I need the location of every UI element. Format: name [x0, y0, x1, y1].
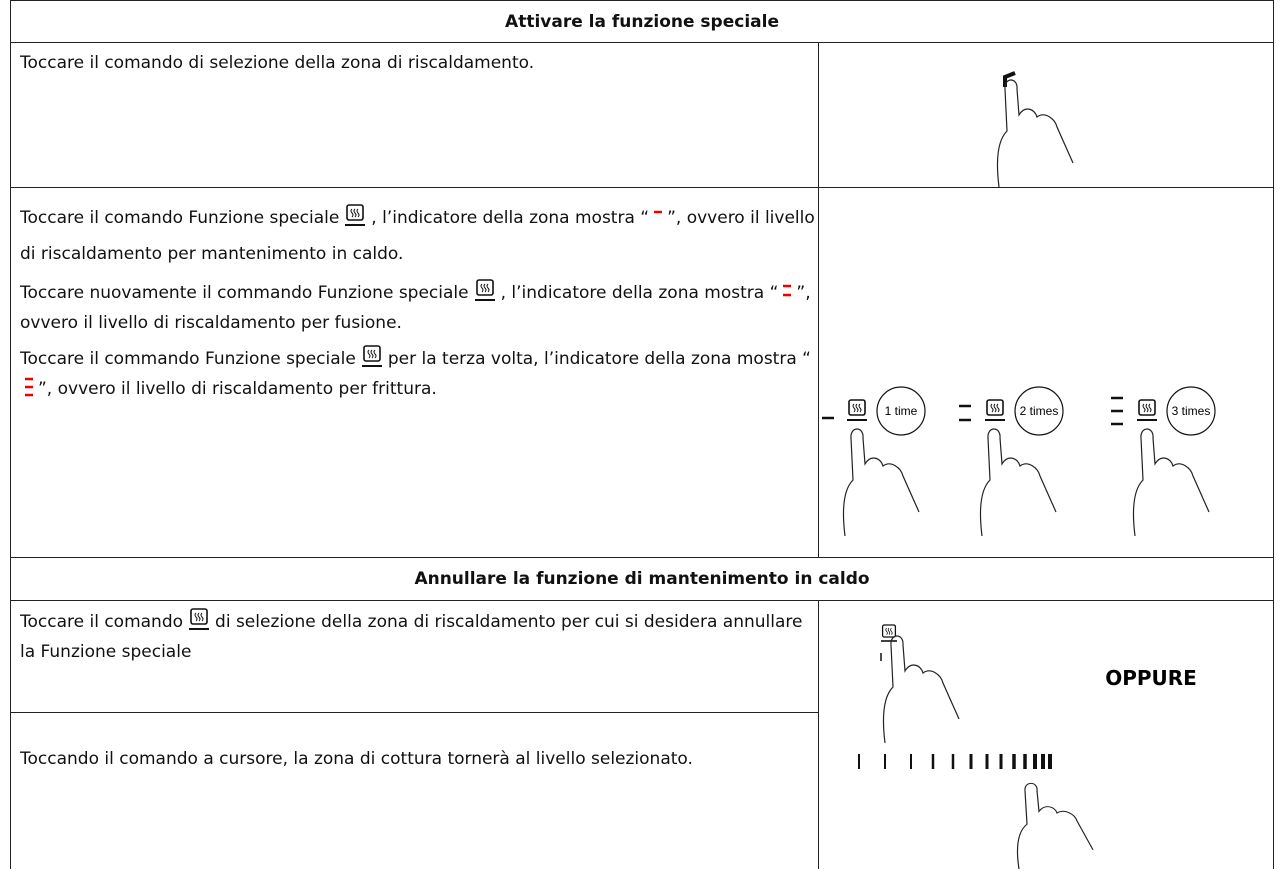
instruction-table: Attivare la funzione speciale Toccare il… — [9, 0, 1275, 869]
instruction-cell: Toccare il comando di selezione della zon… — [10, 600, 819, 713]
instruction-paragraph: Toccare il comando di selezione della zon… — [20, 607, 818, 667]
instruction-text: Toccare nuovamente il commando Funzione … — [20, 283, 469, 303]
step-label: 1 time — [885, 404, 918, 418]
instruction-paragraph: Toccare il commando Funzione speciale per… — [20, 344, 818, 404]
section-heading: Annullare la funzione di mantenimento in… — [9, 557, 1275, 601]
instruction-text: Toccare il comando — [20, 612, 184, 632]
steps-figure: 1 time 2 times 3 times — [822, 386, 1216, 537]
special-function-icon — [345, 203, 365, 227]
instruction-text: Toccare il comando Funzione speciale — [20, 208, 340, 228]
instruction-text: ”, ovvero il livello di riscaldamento pe… — [20, 283, 811, 333]
oppure-label: OPPURE — [1105, 666, 1197, 690]
figure-cell — [817, 42, 1275, 188]
instruction-text: , l’indicatore della zona mostra “ — [500, 283, 779, 303]
instruction-cell: Toccare il comando di selezione della zo… — [10, 42, 819, 188]
instruction-text: di selezione della zona di riscaldamento… — [20, 612, 803, 662]
instruction-text: Toccare il comando di selezione della zo… — [20, 53, 535, 73]
instruction-cell: Toccando il comando a cursore, la zona d… — [10, 712, 819, 869]
slider-bars — [858, 754, 1052, 769]
level-indicator — [783, 284, 792, 297]
touch-figure — [996, 71, 1074, 188]
cancel-figure: OPPURE — [858, 624, 1197, 869]
step-1: 1 time — [822, 386, 926, 537]
level-indicator — [654, 210, 663, 214]
figure-cell: 1 time 2 times 3 times — [817, 187, 1275, 558]
level-indicator — [25, 377, 33, 397]
step-2: 2 times — [959, 386, 1064, 537]
instruction-cell: Toccare il comando Funzione speciale , l’… — [10, 187, 819, 558]
step-label: 2 times — [1020, 404, 1059, 418]
instruction-paragraph: Toccare il comando Funzione speciale , l’… — [20, 200, 818, 272]
special-function-icon — [189, 607, 209, 631]
display-digit — [1003, 71, 1016, 87]
special-function-icon — [475, 278, 495, 302]
hand-icon — [996, 79, 1074, 188]
instruction-text: Toccando il comando a cursore, la zona d… — [20, 749, 693, 769]
instruction-text: ”, ovvero il livello di riscaldamento pe… — [20, 208, 815, 264]
instruction-text: ”, ovvero il livello di riscaldamento pe… — [38, 379, 437, 399]
figure-cell: OPPURE — [817, 600, 1275, 869]
instruction-text: per la terza volta, l’indicatore della z… — [387, 349, 811, 369]
step-label: 3 times — [1172, 404, 1211, 418]
step-3: 3 times — [1111, 386, 1216, 537]
instruction-text: Toccare il commando Funzione speciale — [20, 349, 356, 369]
special-function-icon — [362, 344, 382, 368]
instruction-text: , l’indicatore della zona mostra “ — [371, 208, 650, 228]
instruction-paragraph: Toccare nuovamente il commando Funzione … — [20, 278, 818, 338]
section-heading: Attivare la funzione speciale — [9, 0, 1275, 43]
